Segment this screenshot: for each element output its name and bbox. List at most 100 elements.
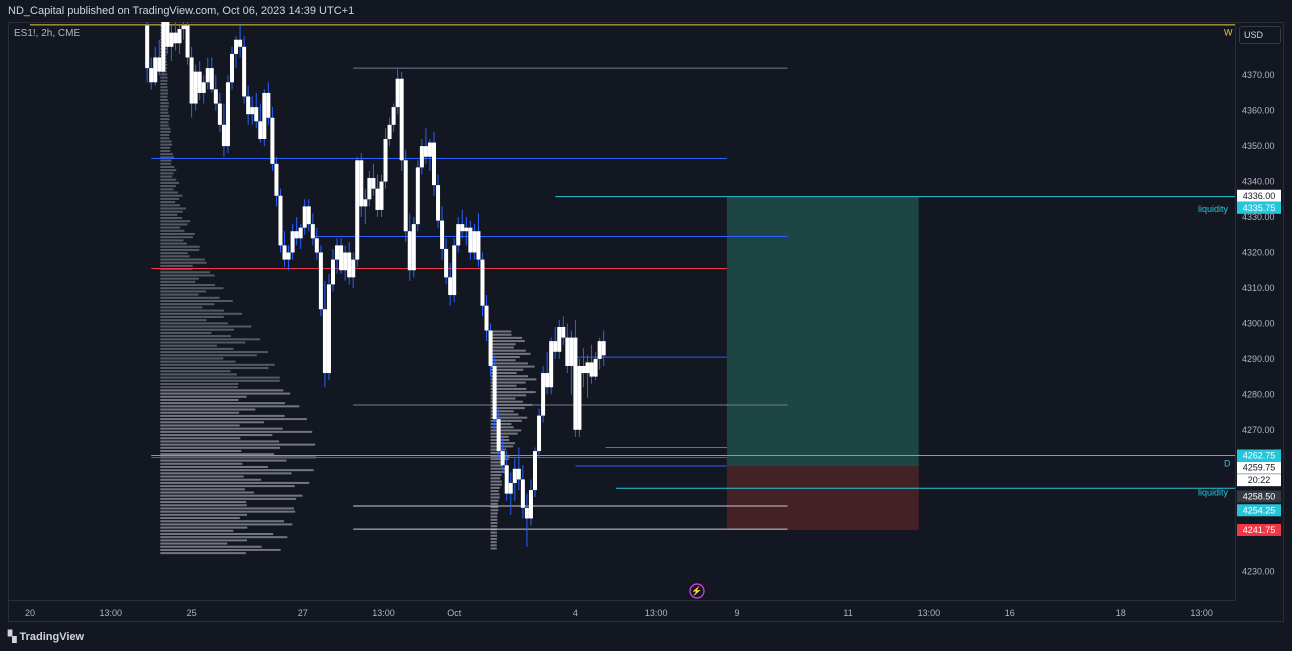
- price-label-text: 4254.25: [1243, 505, 1276, 515]
- candle-body: [169, 32, 174, 47]
- volume-profile-bar: [160, 229, 185, 232]
- candle-body: [185, 25, 190, 58]
- annotation-label: D: [1224, 458, 1231, 468]
- volume-profile-bar: [160, 536, 288, 539]
- volume-profile-bar: [160, 367, 269, 370]
- price-label-box: [1237, 490, 1281, 503]
- candle-body: [335, 245, 340, 260]
- volume-profile-recent-bar: [490, 512, 498, 515]
- x-tick-label: 18: [1116, 608, 1126, 618]
- symbol-label[interactable]: ES1!, 2h, CME: [14, 28, 81, 39]
- price-axis[interactable]: [1235, 22, 1285, 600]
- time-axis[interactable]: [8, 600, 1235, 623]
- candle-body: [286, 252, 291, 260]
- volume-profile-bar: [160, 507, 294, 510]
- candle-body: [581, 365, 586, 374]
- volume-profile-bar: [160, 191, 178, 194]
- volume-profile-recent-bar: [490, 378, 537, 381]
- candle-body: [161, 22, 166, 72]
- candle-body: [432, 142, 436, 186]
- volume-profile-recent-bar: [490, 518, 498, 521]
- volume-profile-bar: [160, 532, 274, 535]
- candle-body: [367, 178, 372, 200]
- volume-profile-bar: [160, 434, 273, 437]
- currency-button[interactable]: USD: [1239, 26, 1281, 44]
- volume-profile-bar: [160, 261, 207, 264]
- volume-profile-bar: [160, 92, 168, 95]
- volume-profile-bar: [160, 159, 172, 162]
- volume-profile-recent-bar: [490, 432, 518, 435]
- volume-profile-recent-bar: [490, 368, 524, 371]
- volume-profile-recent-bar: [490, 490, 499, 493]
- volume-profile-bar: [160, 95, 168, 98]
- y-tick-label: 4290.00: [1242, 354, 1275, 364]
- volume-profile-recent-bar: [490, 349, 526, 352]
- volume-profile-bar: [160, 465, 268, 468]
- volume-profile-bar: [160, 462, 243, 465]
- candle-body: [205, 68, 210, 83]
- y-tick-label: 4320.00: [1242, 247, 1275, 257]
- candle-body: [197, 71, 202, 93]
- volume-profile-recent-bar: [490, 413, 519, 416]
- volume-profile-bar: [160, 162, 172, 165]
- volume-profile-bar: [160, 344, 217, 347]
- volume-profile-bar: [160, 501, 247, 504]
- tradingview-logo[interactable]: ▚ TradingView: [8, 630, 84, 643]
- candle-body: [209, 68, 214, 90]
- volume-profile-bar: [160, 150, 171, 153]
- candle-body: [533, 451, 537, 491]
- volume-profile-recent-bar: [490, 509, 499, 512]
- volume-profile-bar: [160, 552, 246, 555]
- volume-profile-bar: [160, 252, 188, 255]
- candle-body: [395, 78, 400, 108]
- published-text: ND_Capital published on TradingView.com,…: [8, 5, 355, 17]
- candle-body: [496, 419, 501, 452]
- volume-profile-bar: [160, 338, 261, 341]
- volume-profile-bar: [160, 424, 240, 427]
- volume-profile-bar: [160, 414, 285, 417]
- volume-profile-bar: [160, 319, 207, 322]
- volume-profile-bar: [160, 370, 231, 373]
- candle-body: [359, 160, 364, 207]
- candle-body: [565, 337, 570, 366]
- stop-zone: [726, 466, 919, 530]
- candle-body: [472, 231, 477, 253]
- volume-profile-bar: [160, 102, 169, 105]
- volume-profile-recent-bar: [490, 423, 512, 426]
- annotation-label: W: [1224, 28, 1233, 38]
- volume-profile-recent-bar: [490, 362, 528, 365]
- volume-profile-bar: [160, 523, 293, 526]
- volume-profile-bar: [160, 347, 234, 350]
- volume-profile-bar: [160, 529, 234, 532]
- y-tick-label: 4350.00: [1242, 141, 1275, 151]
- y-tick-label: 4360.00: [1242, 106, 1275, 116]
- candle-body: [577, 365, 582, 430]
- volume-profile-bar: [160, 108, 168, 111]
- candle-body: [165, 22, 170, 47]
- volume-profile-bar: [160, 386, 238, 389]
- candle-body: [492, 365, 497, 420]
- volume-profile-bar: [160, 395, 247, 398]
- y-tick-label: 4330.00: [1242, 212, 1275, 222]
- volume-profile-bar: [160, 325, 252, 328]
- volume-profile-bar: [160, 402, 286, 405]
- volume-profile-bar: [160, 194, 183, 197]
- tv-logo-icon: ▚: [8, 631, 20, 643]
- volume-profile-bar: [160, 341, 246, 344]
- x-tick-label: Oct: [447, 608, 462, 618]
- volume-profile-bar: [160, 140, 172, 143]
- volume-profile-bar: [160, 137, 170, 140]
- volume-profile-recent-bar: [490, 407, 525, 410]
- volume-profile-recent-bar: [490, 356, 520, 359]
- y-tick-label: 4310.00: [1242, 283, 1275, 293]
- volume-profile-bar: [160, 156, 174, 159]
- candle-body: [516, 468, 521, 480]
- candle-body: [537, 415, 542, 452]
- candle-body: [423, 146, 428, 157]
- x-tick-label: 9: [734, 608, 739, 618]
- volume-profile-bar: [160, 469, 314, 472]
- x-tick-label: 16: [1005, 608, 1015, 618]
- volume-profile-recent-bar: [490, 333, 512, 336]
- candle-body: [343, 252, 348, 271]
